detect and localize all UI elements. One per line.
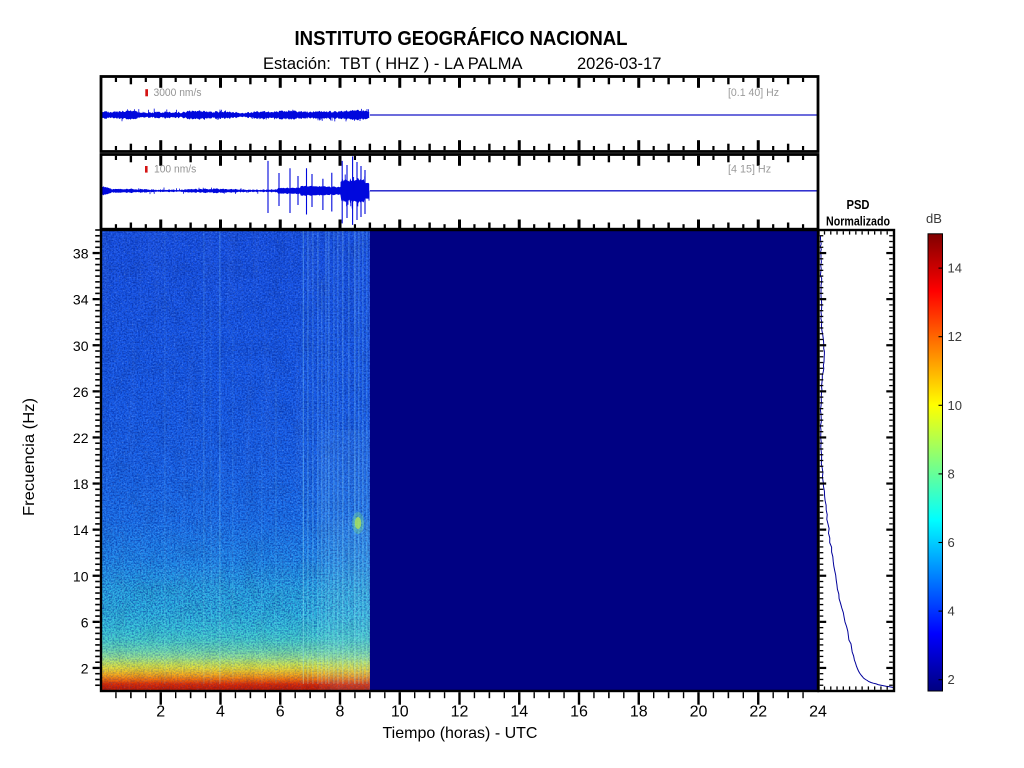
svg-text:4: 4 (216, 704, 225, 721)
svg-text:6: 6 (276, 704, 285, 721)
svg-text:22: 22 (73, 430, 89, 446)
svg-text:10: 10 (948, 398, 962, 413)
svg-text:8: 8 (948, 466, 955, 481)
svg-text:[0.1 40] Hz: [0.1 40] Hz (728, 87, 779, 99)
svg-text:100 nm/s: 100 nm/s (154, 163, 197, 175)
svg-text:24: 24 (809, 704, 827, 721)
svg-text:10: 10 (73, 568, 89, 584)
svg-text:Normalizado: Normalizado (826, 214, 890, 229)
svg-text:2: 2 (156, 704, 165, 721)
svg-text:14: 14 (73, 522, 89, 538)
svg-text:6: 6 (81, 614, 89, 630)
svg-text:10: 10 (391, 704, 409, 721)
svg-text:26: 26 (73, 384, 89, 400)
svg-text:18: 18 (630, 704, 648, 721)
svg-text:2: 2 (948, 672, 955, 687)
svg-text:12: 12 (948, 329, 962, 344)
svg-text:38: 38 (73, 246, 89, 262)
svg-text:dB: dB (926, 211, 942, 226)
svg-text:4: 4 (948, 604, 955, 619)
svg-text:Estación: TBT ( HHZ ) - LA PA: Estación: TBT ( HHZ ) - LA PALMA (263, 55, 523, 73)
svg-text:2: 2 (81, 660, 89, 676)
svg-text:[4 15] Hz: [4 15] Hz (728, 163, 771, 175)
svg-text:14: 14 (948, 261, 962, 276)
svg-text:2026-03-17: 2026-03-17 (577, 55, 661, 73)
svg-text:16: 16 (570, 704, 588, 721)
svg-text:Tiempo (horas) - UTC: Tiempo (horas) - UTC (383, 725, 538, 742)
svg-text:INSTITUTO GEOGRÁFICO NACIONAL: INSTITUTO GEOGRÁFICO NACIONAL (295, 27, 628, 50)
svg-text:34: 34 (73, 292, 89, 308)
svg-text:Frecuencia (Hz): Frecuencia (Hz) (21, 398, 38, 516)
svg-text:3000 nm/s: 3000 nm/s (154, 87, 203, 99)
svg-text:PSD: PSD (847, 197, 870, 212)
svg-text:12: 12 (451, 704, 469, 721)
svg-text:22: 22 (749, 704, 767, 721)
svg-text:6: 6 (948, 535, 955, 550)
svg-text:14: 14 (510, 704, 528, 721)
svg-text:20: 20 (690, 704, 708, 721)
svg-text:18: 18 (73, 476, 89, 492)
svg-text:8: 8 (336, 704, 345, 721)
svg-text:30: 30 (73, 338, 89, 354)
